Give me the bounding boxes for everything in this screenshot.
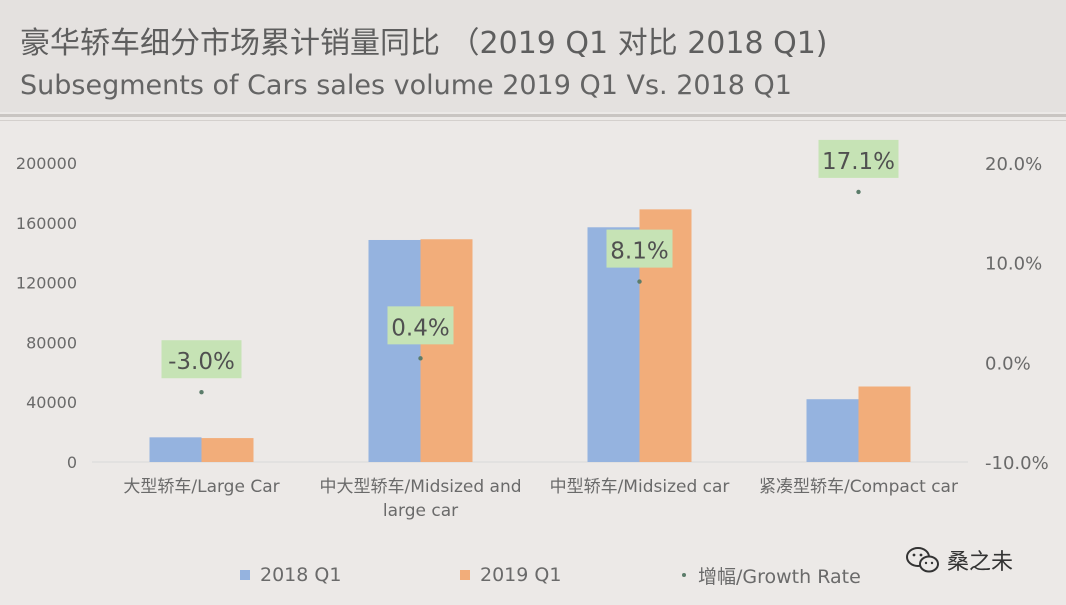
bar-2019-q1 (858, 386, 911, 462)
growth-rate-label: 8.1% (610, 239, 668, 265)
growth-rate-label: 17.1% (822, 149, 895, 175)
y-left-tick-label: 0 (67, 453, 77, 472)
bar-2019-q1 (201, 438, 254, 462)
chart-title-chinese: 豪华轿车细分市场累计销量同比 （2019 Q1 对比 2018 Q1) (20, 26, 828, 61)
legend-item-growth: 增幅/Growth Rate (682, 562, 861, 588)
legend-swatch-2018 (240, 570, 250, 580)
growth-label-background (818, 139, 899, 178)
legend-swatch-2019 (460, 570, 470, 580)
y-right-tick-label: -10.0% (985, 453, 1049, 474)
legend-label-2018: 2018 Q1 (260, 564, 342, 586)
watermark: 桑之未 (905, 540, 1013, 580)
legend-item-2018: 2018 Q1 (240, 562, 341, 588)
x-category-label: 紧凑型轿车/Compact car (759, 477, 958, 497)
y-right-tick-label: 10.0% (985, 254, 1042, 275)
x-category-label: 中大型轿车/Midsized and (319, 477, 521, 497)
y-right-tick-label: 20.0% (985, 154, 1042, 175)
header-divider-thin (0, 120, 1066, 121)
growth-rate-point (637, 279, 642, 284)
growth-rate-label: -3.0% (168, 349, 235, 375)
y-left-tick-label: 80000 (26, 333, 77, 352)
bar-2019-q1 (420, 239, 473, 462)
header-divider (0, 114, 1066, 117)
legend-item-2019: 2019 Q1 (460, 562, 561, 588)
bar-2018-q1 (368, 239, 421, 462)
growth-label-background (387, 306, 454, 345)
growth-rate-label: 0.4% (391, 315, 449, 341)
growth-label-background (161, 340, 242, 379)
x-category-label: large car (383, 501, 458, 521)
y-right-tick-label: 0.0% (985, 353, 1031, 374)
growth-label-background (606, 229, 673, 268)
wechat-icon (906, 547, 939, 573)
chart-title-english: Subsegments of Cars sales volume 2019 Q1… (20, 70, 792, 101)
x-category-label: 中型轿车/Midsized car (550, 477, 730, 497)
growth-rate-point (418, 356, 423, 361)
growth-rate-point (856, 189, 861, 195)
header-band (0, 0, 1066, 112)
y-left-tick-label: 160000 (16, 214, 77, 233)
legend-marker-growth (682, 573, 686, 577)
y-left-tick-label: 40000 (26, 393, 77, 412)
y-left-tick-label: 200000 (16, 154, 77, 173)
legend-label-2019: 2019 Q1 (480, 564, 562, 586)
bar-2018-q1 (149, 437, 202, 462)
x-category-label: 大型轿车/Large Car (123, 477, 279, 497)
legend-label-growth: 增幅/Growth Rate (698, 565, 861, 588)
growth-rate-point (199, 390, 204, 395)
bar-2018-q1 (806, 399, 859, 462)
watermark-text: 桑之未 (947, 550, 1014, 575)
y-left-tick-label: 120000 (16, 274, 77, 293)
